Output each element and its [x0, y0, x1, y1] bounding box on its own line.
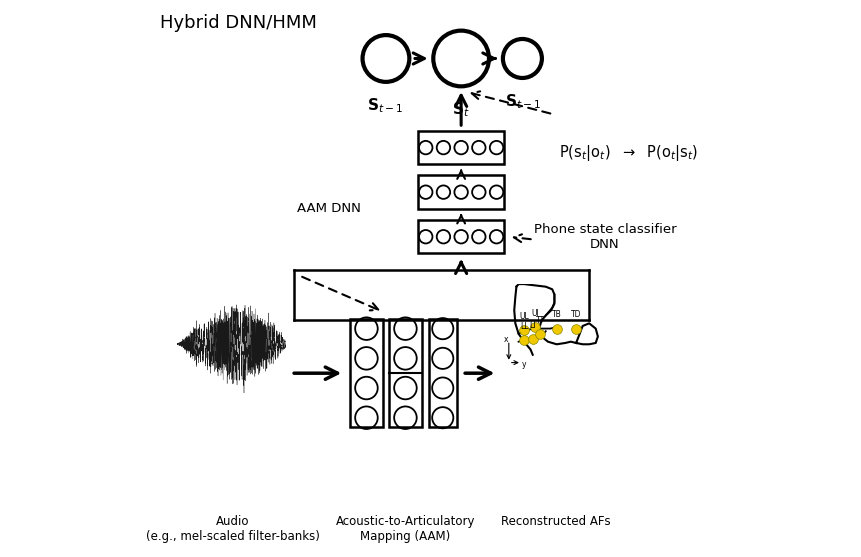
Text: Audio
(e.g., mel-scaled filter-banks): Audio (e.g., mel-scaled filter-banks) [146, 515, 319, 543]
Text: P(s$_t$|o$_t$)  $\rightarrow$  P(o$_t$|s$_t$): P(s$_t$|o$_t$) $\rightarrow$ P(o$_t$|s$_… [559, 143, 697, 163]
Text: Hybrid DNN/HMM: Hybrid DNN/HMM [160, 14, 317, 32]
Text: Acoustic-to-Articulatory
Mapping (AAM): Acoustic-to-Articulatory Mapping (AAM) [336, 515, 475, 543]
Text: AAM DNN: AAM DNN [297, 202, 361, 216]
Text: Phone state classifier
DNN: Phone state classifier DNN [534, 223, 676, 251]
Text: $\mathbf{S}_{t}$: $\mathbf{S}_{t}$ [452, 100, 470, 119]
Text: Reconstructed AFs: Reconstructed AFs [501, 515, 610, 528]
Text: $\mathbf{S}_{t-1}$: $\mathbf{S}_{t-1}$ [367, 96, 403, 115]
Text: $\mathbf{S}_{t-1}$: $\mathbf{S}_{t-1}$ [505, 92, 542, 111]
